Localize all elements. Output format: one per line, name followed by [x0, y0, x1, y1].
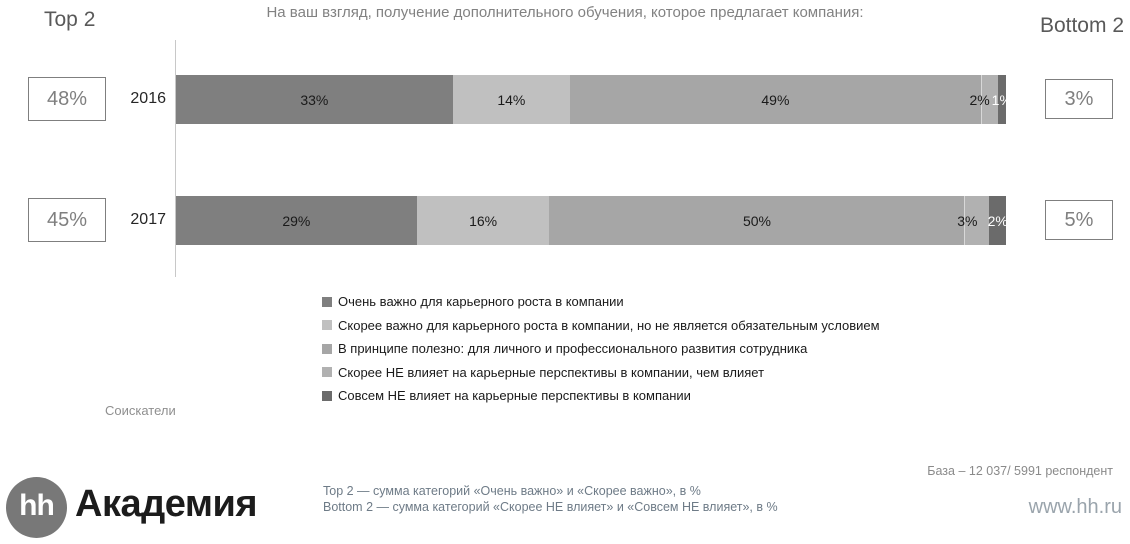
bar-segment: 14% — [452, 75, 571, 124]
bar-segment-label: 1% — [991, 91, 1012, 108]
top2-footnote: Top 2 — сумма категорий «Очень важно» и … — [323, 484, 701, 498]
sample-base-note: База – 12 037/ 5991 респондент — [927, 464, 1113, 478]
bar-segment: 2% — [987, 196, 1008, 245]
bar-segment-label: 2% — [987, 212, 1008, 229]
hh-logo-text: hh — [19, 489, 55, 522]
top2-value-box: 48% — [28, 77, 106, 121]
legend-swatch — [322, 296, 332, 307]
top2-header: Top 2 — [44, 8, 96, 31]
y-axis-line — [175, 40, 176, 277]
legend-item: Скорее важно для карьерного роста в комп… — [322, 318, 880, 333]
website-url: www.hh.ru — [1028, 496, 1122, 518]
chart-title: На ваш взгляд, получение дополнительного… — [266, 4, 864, 21]
bar-segment-label: 29% — [282, 212, 311, 229]
legend-item: Совсем НЕ влияет на карьерные перспектив… — [322, 388, 880, 403]
bar-segment: 3% — [957, 196, 990, 245]
bar-segment: 33% — [176, 75, 453, 124]
year-label: 2016 — [130, 90, 166, 107]
bar-segment: 1% — [992, 75, 1012, 124]
bar-segment: 49% — [570, 75, 981, 124]
legend-item: В принципе полезно: для личного и профес… — [322, 341, 880, 356]
bottom2-value-box: 3% — [1045, 79, 1113, 119]
stacked-bar: 29% 16% 50% 3% 2% — [176, 196, 1008, 245]
legend-item: Скорее НЕ влияет на карьерные перспектив… — [322, 365, 880, 380]
legend-swatch — [322, 390, 332, 401]
hh-logo: hh — [6, 477, 67, 538]
bar-segment-label: 2% — [969, 91, 990, 108]
bar-segment-label: 14% — [497, 91, 526, 108]
bar-segment: 29% — [176, 196, 417, 245]
bar-segment-label: 33% — [300, 91, 329, 108]
legend-swatch — [322, 343, 332, 354]
legend-swatch — [322, 320, 332, 330]
audience-label: Соискатели — [105, 403, 176, 418]
legend-label: Скорее важно для карьерного роста в комп… — [338, 317, 880, 333]
bar-segment: 50% — [549, 196, 965, 245]
bar-segment-label: 3% — [957, 212, 978, 229]
legend-label: Совсем НЕ влияет на карьерные перспектив… — [338, 388, 691, 403]
bar-row-2017: 45% 2017 29% 16% 50% 3% 2% 5% — [0, 196, 1130, 245]
bar-segment-label: 16% — [469, 212, 498, 229]
legend-label: Очень важно для карьерного роста в компа… — [338, 294, 624, 309]
legend: Очень важно для карьерного роста в компа… — [322, 294, 880, 412]
year-label: 2017 — [130, 211, 166, 228]
bottom2-header: Bottom 2 — [1039, 14, 1124, 37]
bottom2-footnote: Bottom 2 — сумма категорий «Скорее НЕ вл… — [323, 499, 778, 514]
legend-label: В принципе полезно: для личного и профес… — [338, 341, 808, 356]
bar-segment-label: 49% — [761, 91, 790, 108]
bar-segment-label: 50% — [742, 212, 771, 229]
legend-item: Очень важно для карьерного роста в компа… — [322, 294, 880, 309]
top2-value-box: 45% — [28, 198, 106, 242]
bottom2-value-box: 5% — [1045, 200, 1113, 240]
legend-swatch — [322, 367, 332, 377]
footnotes: Top 2 — сумма категорий «Очень важно» и … — [323, 484, 778, 515]
bar-segment: 16% — [416, 196, 550, 245]
brand-name: Академия — [75, 483, 258, 525]
bar-segment: 2% — [969, 75, 998, 124]
legend-label: Скорее НЕ влияет на карьерные перспектив… — [338, 364, 765, 380]
stacked-bar: 33% 14% 49% 2% 1% — [176, 75, 1012, 124]
bar-row-2016: 48% 2016 33% 14% 49% 2% 1% 3% — [0, 75, 1130, 124]
